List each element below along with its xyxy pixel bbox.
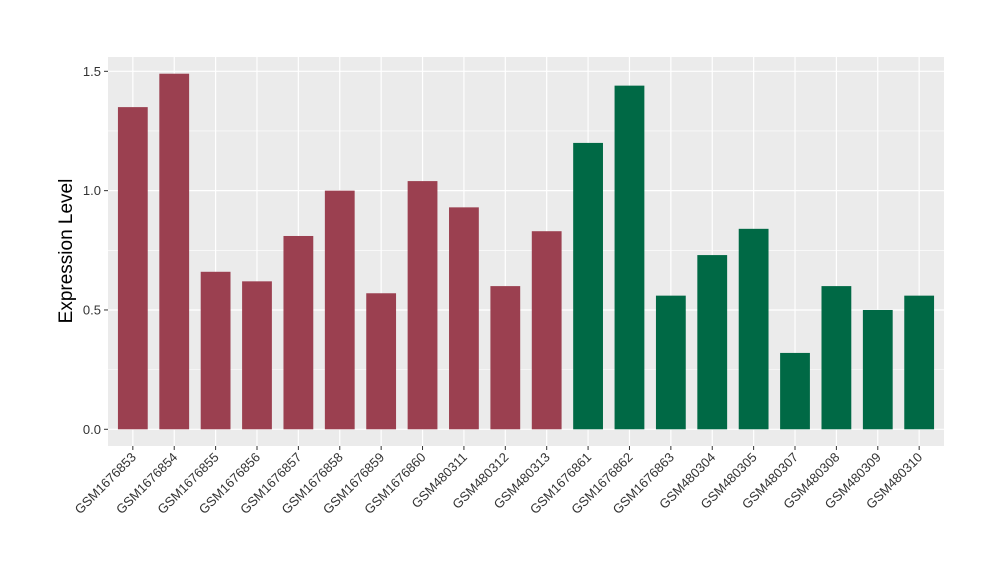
y-tick-label: 0.0 <box>83 422 101 437</box>
plot-panel <box>108 57 944 446</box>
y-tick-label: 1.0 <box>83 183 101 198</box>
bar-GSM480304 <box>697 255 728 430</box>
bar-GSM1676856 <box>242 281 272 430</box>
bar-GSM1676855 <box>200 271 231 430</box>
bar-GSM480310 <box>904 295 935 430</box>
bar-GSM480313 <box>531 231 562 430</box>
bar-GSM1676853 <box>117 107 148 430</box>
bar-GSM1676862 <box>614 85 645 430</box>
bar-GSM1676854 <box>159 73 190 430</box>
bar-GSM480309 <box>862 309 893 430</box>
bar-GSM1676858 <box>324 190 355 430</box>
bar-GSM1676859 <box>366 293 397 430</box>
bar-GSM480312 <box>490 286 521 430</box>
bar-GSM480305 <box>738 228 769 430</box>
x-axis: GSM1676853GSM1676854GSM1676855GSM1676856… <box>72 446 925 517</box>
y-axis: 0.0 0.5 1.0 1.5 <box>83 64 108 437</box>
bar-GSM480307 <box>780 352 810 430</box>
y-axis-title: Expression Level <box>56 179 77 324</box>
bar-GSM1676863 <box>655 295 686 430</box>
bar-GSM1676857 <box>283 235 314 430</box>
bar-GSM480311 <box>449 207 479 430</box>
bar-GSM480308 <box>821 286 852 430</box>
y-tick-label: 1.5 <box>83 64 101 79</box>
bar-GSM1676861 <box>573 142 603 430</box>
y-tick-label: 0.5 <box>83 302 101 317</box>
bar-GSM1676860 <box>407 181 438 430</box>
bars <box>117 73 935 430</box>
